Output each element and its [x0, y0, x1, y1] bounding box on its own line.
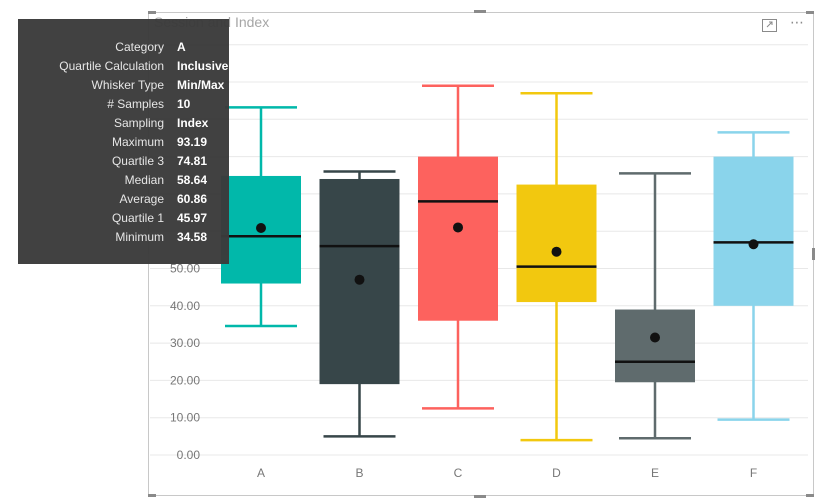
tooltip-label: Whisker Type	[91, 78, 164, 92]
box-b-mean-dot	[354, 274, 365, 285]
box-e-iqr-rect	[615, 309, 695, 383]
resize-handle-bottom[interactable]	[474, 495, 486, 498]
tooltip-value: Index	[177, 116, 209, 130]
y-tick-label: 50.00	[170, 262, 200, 276]
x-tick-label-e: E	[651, 466, 659, 480]
tooltip-row: Whisker Type Min/Max	[18, 76, 229, 95]
tooltip-label: Maximum	[111, 135, 164, 149]
more-options-icon[interactable]: ⋯	[790, 14, 805, 30]
tooltip-row: Average 60.86	[18, 190, 229, 209]
box-f-mean-dot	[748, 239, 759, 250]
tooltip-value: Inclusive	[177, 59, 229, 73]
box-c-mean-dot	[453, 222, 463, 233]
tooltip-row: Sampling Index	[18, 114, 229, 133]
tooltip-row: # Samples 10	[18, 95, 229, 114]
x-tick-label-a: A	[257, 466, 265, 480]
tooltip-value: 45.97	[177, 211, 208, 225]
resize-handle-bottom-right[interactable]	[806, 494, 814, 497]
tooltip-row: Maximum 93.19	[18, 133, 229, 152]
tooltip-value: 93.19	[177, 135, 208, 149]
resize-handle-right[interactable]	[812, 248, 815, 260]
tooltip-label: Median	[124, 173, 164, 187]
resize-handle-top[interactable]	[474, 10, 486, 13]
tooltip-label: Average	[119, 192, 164, 206]
box-c-iqr-rect	[418, 156, 498, 321]
resize-handle-bottom-left[interactable]	[148, 494, 156, 497]
tooltip-label: Quartile 1	[111, 211, 164, 225]
box-e-mean-dot	[650, 332, 660, 343]
x-tick-label-c: C	[454, 466, 463, 480]
tooltip-value: 10	[177, 97, 191, 111]
x-tick-label-b: B	[355, 466, 363, 480]
tooltip-row: Quartile Calculation Inclusive	[18, 57, 229, 76]
y-tick-label: 40.00	[170, 299, 200, 313]
box-d-iqr-rect	[516, 184, 597, 303]
tooltip-label: Sampling	[113, 116, 164, 130]
tooltip-value: 60.86	[177, 192, 208, 206]
tooltip-row: Category A	[18, 38, 229, 57]
tooltip-label: Category	[115, 40, 164, 54]
tooltip-label: Quartile 3	[111, 154, 164, 168]
resize-handle-top-left[interactable]	[148, 11, 156, 14]
box-a-mean-dot	[256, 222, 266, 233]
y-tick-label: 30.00	[170, 336, 200, 350]
tooltip-value: Min/Max	[177, 78, 225, 92]
y-tick-label: 10.00	[170, 411, 200, 425]
tooltip-row: Quartile 3 74.81	[18, 152, 229, 171]
tooltip-value: A	[177, 40, 186, 54]
tooltip-value: 58.64	[177, 173, 208, 187]
tooltip-label: # Samples	[107, 97, 164, 111]
tooltip: Category A Quartile Calculation Inclusive Wh…	[18, 19, 229, 264]
tooltip-label: Quartile Calculation	[59, 59, 164, 73]
x-tick-label-f: F	[750, 466, 757, 480]
y-tick-label: 20.00	[170, 373, 200, 387]
tooltip-value: 74.81	[177, 154, 208, 168]
tooltip-label: Minimum	[115, 230, 164, 244]
resize-handle-top-right[interactable]	[806, 11, 814, 14]
tooltip-row: Quartile 1 45.97	[18, 209, 229, 228]
focus-mode-icon[interactable]	[762, 19, 777, 35]
y-tick-label: 0.00	[177, 448, 201, 462]
tooltip-row: Median 58.64	[18, 171, 229, 190]
box-f-iqr-rect	[713, 156, 794, 306]
x-tick-label-d: D	[552, 466, 561, 480]
tooltip-row: Minimum 34.58	[18, 228, 229, 247]
tooltip-value: 34.58	[177, 230, 208, 244]
box-d-mean-dot	[551, 246, 562, 257]
